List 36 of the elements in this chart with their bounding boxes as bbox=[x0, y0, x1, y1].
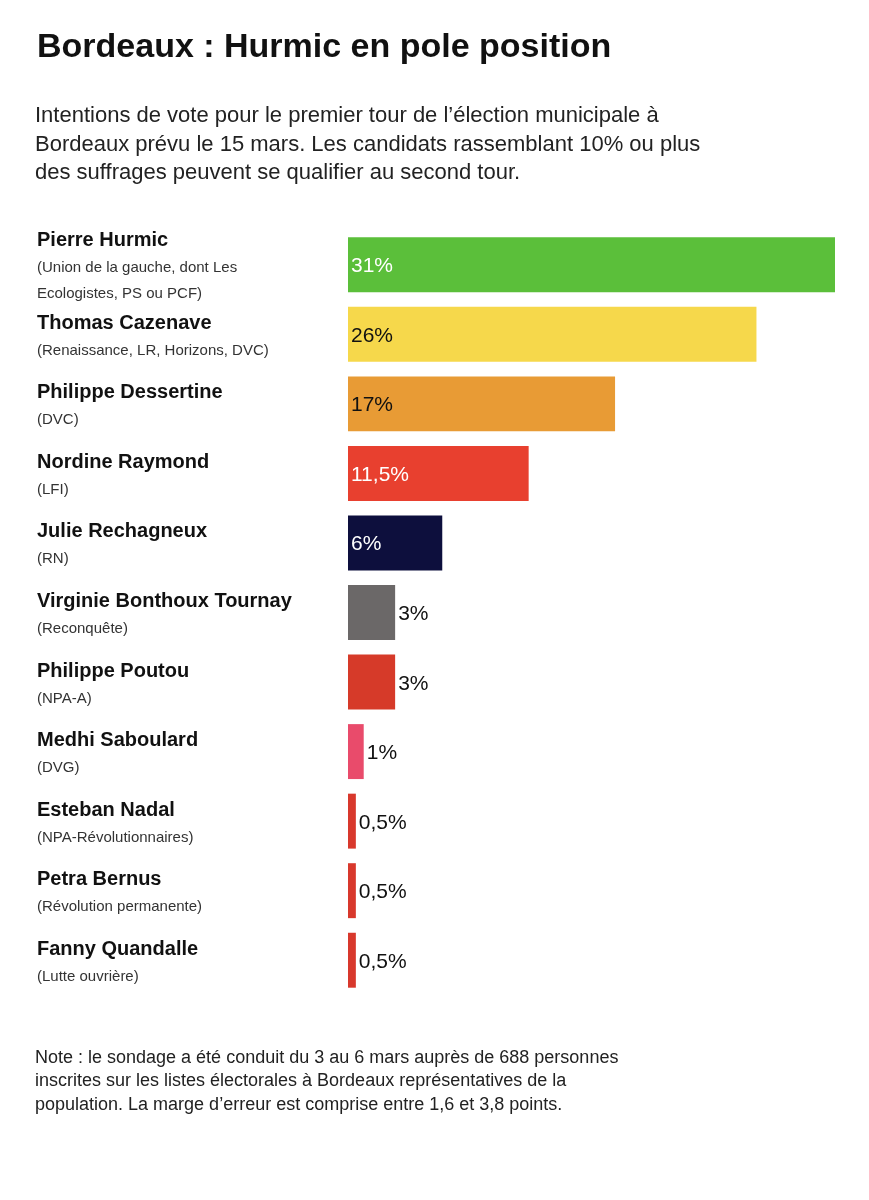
data-label: 3% bbox=[398, 670, 429, 694]
data-label: 0,5% bbox=[358, 809, 407, 833]
bar bbox=[348, 932, 356, 988]
y-tick-label: Virginie Bonthoux Tournay (Reconquête) bbox=[37, 589, 293, 636]
y-tick-label: Thomas Cazenave (Renaissance, LR, Horizons, DVC) bbox=[37, 311, 269, 358]
bar bbox=[348, 724, 364, 780]
data-label: 26% bbox=[351, 322, 394, 346]
bar bbox=[348, 654, 396, 710]
y-tick-label: Philippe Poutou (NPA-A) bbox=[37, 659, 190, 706]
data-label: 11,5% bbox=[351, 461, 409, 485]
y-tick-label: Petra Bernus (Révolution permanente) bbox=[37, 867, 203, 914]
y-tick-label: Pierre Hurmic (Union de la gauche, dont Les Ecologistes, PS ou PCF) bbox=[37, 228, 238, 301]
data-label: 17% bbox=[351, 392, 394, 416]
text: Note : le sondage a été conduit du 3 au 6 mars auprès de 688 personnes inscrites sur les listes électorales à Bordeaux représentatives de la population. La marge d’erreur est comprise entre 1,6 et 3,8 points. bbox=[35, 1047, 619, 1114]
bar bbox=[348, 306, 757, 362]
data-label: 0,5% bbox=[358, 948, 407, 972]
data-label: 3% bbox=[398, 601, 429, 624]
y-tick-label: Philippe Dessertine (DVC) bbox=[37, 380, 223, 427]
y-tick-label: Nordine Raymond (LFI) bbox=[37, 450, 210, 497]
bar bbox=[348, 237, 835, 293]
bar bbox=[348, 793, 356, 849]
data-label: 1% bbox=[366, 740, 398, 764]
data-label: 31% bbox=[351, 253, 394, 277]
data-label: 0,5% bbox=[358, 879, 407, 903]
y-tick-label: Julie Rechagneux (RN) bbox=[37, 519, 208, 566]
chart-subtitle: Intentions de vote pour le premier tour de l’élection municipale à Bordeaux prévu le 15 mars. Les candidats rassemblant 10% ou plus des suffrages peuvent se qualifier au second tour. bbox=[35, 102, 701, 185]
bar bbox=[348, 585, 396, 640]
bar bbox=[348, 863, 356, 919]
y-tick-label: Esteban Nadal (NPA-Révolutionnaires) bbox=[37, 798, 194, 845]
chart-title: Bordeaux : Hurmic en pole position bbox=[37, 26, 612, 64]
y-tick-label: Fanny Quandalle (Lutte ouvrière) bbox=[37, 937, 199, 984]
y-tick-label: Medhi Saboulard (DVG) bbox=[37, 728, 199, 775]
bar bbox=[348, 376, 616, 432]
bar bbox=[348, 515, 443, 571]
bar bbox=[348, 445, 529, 501]
data-label: 6% bbox=[351, 531, 382, 555]
